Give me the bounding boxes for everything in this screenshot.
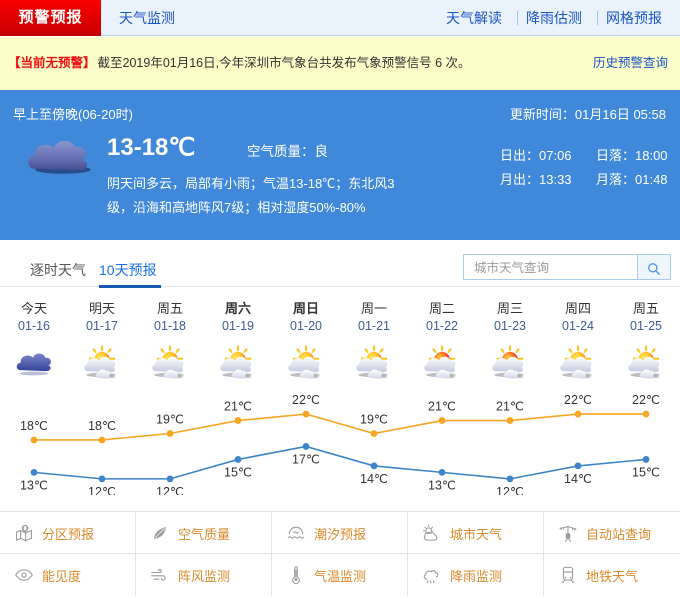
svg-text:14℃: 14℃ bbox=[564, 472, 592, 486]
svg-text:22℃: 22℃ bbox=[292, 393, 320, 407]
svg-text:13℃: 13℃ bbox=[428, 478, 456, 492]
svg-text:18℃: 18℃ bbox=[88, 419, 116, 433]
svg-text:17℃: 17℃ bbox=[292, 452, 320, 466]
svg-text:21℃: 21℃ bbox=[428, 400, 456, 414]
svg-text:21℃: 21℃ bbox=[496, 400, 524, 414]
svg-text:18℃: 18℃ bbox=[20, 419, 48, 433]
svg-text:22℃: 22℃ bbox=[564, 393, 592, 407]
svg-text:12℃: 12℃ bbox=[88, 485, 116, 495]
svg-text:22℃: 22℃ bbox=[632, 393, 660, 407]
svg-text:12℃: 12℃ bbox=[156, 485, 184, 495]
svg-text:12℃: 12℃ bbox=[496, 485, 524, 495]
svg-text:15℃: 15℃ bbox=[224, 465, 252, 479]
svg-text:19℃: 19℃ bbox=[156, 412, 184, 426]
svg-text:21℃: 21℃ bbox=[224, 400, 252, 414]
svg-text:14℃: 14℃ bbox=[360, 472, 388, 486]
svg-text:15℃: 15℃ bbox=[632, 465, 660, 479]
svg-text:13℃: 13℃ bbox=[20, 478, 48, 492]
svg-text:19℃: 19℃ bbox=[360, 412, 388, 426]
